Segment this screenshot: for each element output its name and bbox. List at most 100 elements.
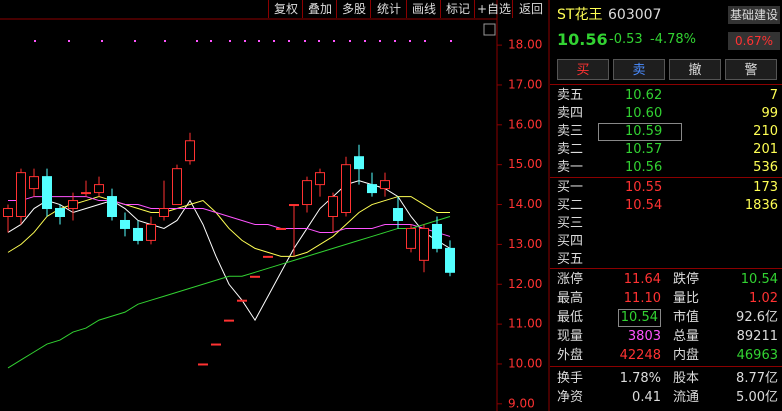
candle-body (419, 227, 429, 261)
bid-price: 10.54 (625, 198, 663, 213)
price-change: -0.53 (609, 32, 643, 47)
candle-body (120, 219, 130, 229)
toolbar-button[interactable]: 多股 (336, 0, 371, 18)
trade-button[interactable]: 卖 (613, 59, 665, 80)
stat-value: 46963 (736, 348, 778, 363)
event-marker (349, 40, 351, 42)
event-marker (273, 40, 275, 42)
candle-body (107, 196, 117, 217)
event-marker (409, 40, 411, 42)
toolbar-button[interactable]: 画线 (406, 0, 441, 18)
candle-body (146, 223, 156, 241)
event-marker (333, 40, 335, 42)
stat-label: 市值 (673, 310, 700, 325)
ask-label: 卖三 (557, 124, 584, 139)
stat-value: 1.78% (619, 371, 661, 386)
toolbar-button[interactable]: 叠加 (302, 0, 337, 18)
trade-button[interactable]: 警 (725, 59, 777, 80)
event-marker (318, 40, 320, 42)
toolbar-button[interactable]: 返回 (512, 0, 549, 18)
ma-line (8, 196, 451, 237)
ask-volume: 536 (753, 160, 778, 175)
event-marker (450, 40, 452, 42)
ask-price: 10.56 (625, 160, 663, 175)
event-marker (244, 40, 246, 42)
candle-body (211, 343, 221, 346)
event-marker (394, 40, 396, 42)
event-marker (196, 40, 198, 42)
stat-value: 89211 (736, 329, 778, 344)
toolbar-button[interactable]: +自选 (474, 0, 513, 18)
bid-volume: 1836 (744, 198, 778, 213)
candle-body (42, 176, 52, 210)
window-icon[interactable] (483, 23, 496, 36)
ask-label: 卖二 (557, 142, 584, 157)
candle-body (367, 184, 377, 194)
event-marker (364, 40, 366, 42)
candle-body (198, 363, 208, 366)
candle-body (159, 208, 169, 217)
candle-body (94, 184, 104, 194)
stat-label: 现量 (557, 329, 584, 344)
candle-body (328, 196, 338, 217)
bid-label: 买四 (557, 234, 584, 249)
ask-price: 10.59 (598, 123, 682, 141)
stock-code: 603007 (608, 7, 662, 23)
stat-value: 0.41 (632, 390, 661, 405)
stat-label: 内盘 (673, 348, 700, 363)
candle-body (81, 192, 91, 195)
ask-volume: 7 (769, 88, 778, 103)
stat-label: 外盘 (557, 348, 584, 363)
event-marker (379, 40, 381, 42)
ask-price: 10.57 (625, 142, 663, 157)
candle-body (276, 227, 286, 230)
toolbar-button[interactable]: 标记 (440, 0, 475, 18)
candle-body (172, 168, 182, 206)
stat-label: 流通 (673, 390, 700, 405)
event-marker (34, 40, 36, 42)
ask-volume: 99 (761, 106, 778, 121)
bid-label: 买一 (557, 180, 584, 195)
stat-label: 最高 (557, 291, 584, 306)
ask-label: 卖五 (557, 88, 584, 103)
stat-label: 净资 (557, 390, 584, 405)
candle-body (380, 180, 390, 190)
separator (550, 177, 782, 178)
stock-name: ST花王 (557, 7, 603, 23)
event-marker (304, 40, 306, 42)
candle-body (393, 208, 403, 221)
ask-price: 10.62 (625, 88, 663, 103)
candle-body (3, 208, 13, 217)
event-marker (68, 40, 70, 42)
sector-button[interactable]: 基础建设 (728, 6, 780, 24)
y-tick-label: 10.00 (508, 356, 542, 370)
stat-label: 总量 (673, 329, 700, 344)
candle-body (289, 204, 299, 207)
event-marker (424, 40, 426, 42)
ask-price: 10.60 (625, 106, 663, 121)
ask-label: 卖一 (557, 160, 584, 175)
toolbar-button[interactable]: 统计 (370, 0, 407, 18)
event-marker (134, 40, 136, 42)
trade-button[interactable]: 买 (557, 59, 609, 80)
stat-label: 换手 (557, 371, 584, 386)
y-tick-label: 16.00 (508, 117, 542, 131)
y-tick-label: 13.00 (508, 237, 542, 251)
candle-body (315, 172, 325, 186)
stat-value: 11.10 (623, 291, 661, 306)
candle-body (354, 156, 364, 170)
toolbar-button[interactable]: 复权 (268, 0, 303, 18)
candle-body (302, 180, 312, 206)
event-marker (288, 40, 290, 42)
candle-body (432, 223, 442, 249)
trade-button[interactable]: 撤 (669, 59, 721, 80)
y-tick-label: 14.00 (508, 197, 542, 211)
stat-label: 跌停 (673, 272, 700, 287)
ma-line (7, 196, 450, 257)
stat-value: 3803 (627, 329, 661, 344)
candle-body (237, 299, 247, 302)
event-marker (164, 40, 166, 42)
stat-label: 涨停 (557, 272, 584, 287)
y-tick-label: 15.00 (508, 157, 542, 171)
